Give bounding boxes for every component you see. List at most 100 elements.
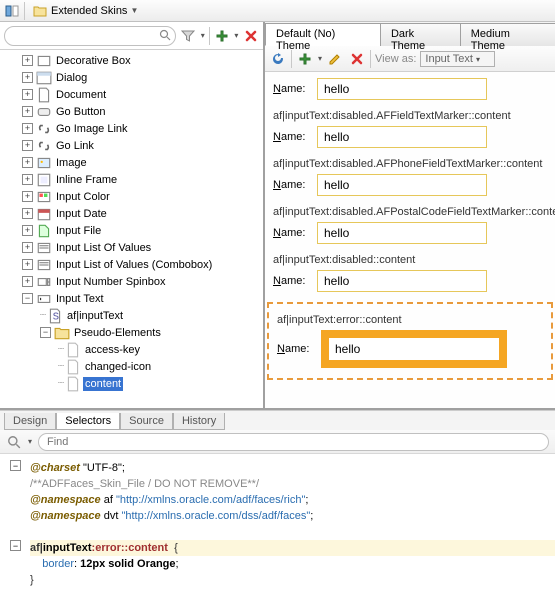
tree-item[interactable]: + Image: [4, 154, 263, 171]
leaf-icon: [65, 377, 81, 391]
leaf-icon: [65, 343, 81, 357]
delete-icon[interactable]: [242, 27, 259, 45]
tree-label: access-key: [83, 343, 142, 357]
delete-icon[interactable]: [348, 50, 366, 68]
expander-icon[interactable]: +: [22, 174, 33, 185]
expander-icon[interactable]: +: [22, 55, 33, 66]
tree-item[interactable]: + Input Color: [4, 188, 263, 205]
tree-item[interactable]: + Dialog: [4, 69, 263, 86]
tree-item[interactable]: +Input List Of Values: [4, 239, 263, 256]
tree-label: Decorative Box: [54, 54, 133, 68]
field-label: Name:: [277, 343, 315, 355]
spin-icon: [36, 275, 52, 289]
add-icon[interactable]: [296, 50, 314, 68]
theme-tabs: Default (No) ThemeDark ThemeMedium Theme: [265, 22, 555, 46]
preview-input[interactable]: [329, 338, 499, 360]
tree-item[interactable]: ┈content: [4, 375, 263, 392]
expander-icon[interactable]: −: [22, 293, 33, 304]
expander-icon[interactable]: +: [22, 89, 33, 100]
theme-tab[interactable]: Default (No) Theme: [265, 23, 381, 46]
editor-tab[interactable]: Source: [120, 413, 173, 430]
tree-label: Dialog: [54, 71, 89, 85]
dialog-icon: [36, 71, 52, 85]
tree-item[interactable]: +Document: [4, 86, 263, 103]
add-icon[interactable]: [214, 27, 231, 45]
fold-icon[interactable]: −: [10, 460, 21, 471]
field-label: Name:: [273, 131, 311, 143]
preview-input[interactable]: [317, 78, 487, 100]
expander-icon[interactable]: +: [22, 242, 33, 253]
edit-icon[interactable]: [326, 50, 344, 68]
list-icon: [36, 241, 52, 255]
tree-item[interactable]: + Go Button: [4, 103, 263, 120]
breadcrumb-label: Extended Skins: [51, 5, 127, 17]
tree-item[interactable]: ┈saf|inputText: [4, 307, 263, 324]
tree-label: Image: [54, 156, 89, 170]
tree-label: Input Color: [54, 190, 112, 204]
preview-input[interactable]: [317, 126, 487, 148]
preview-input[interactable]: [317, 222, 487, 244]
editor-tab[interactable]: Selectors: [56, 413, 120, 430]
folder-icon: [32, 3, 48, 19]
theme-tab[interactable]: Dark Theme: [380, 23, 461, 46]
refresh-icon[interactable]: [269, 50, 287, 68]
tree-item[interactable]: + Decorative Box: [4, 52, 263, 69]
tree-item[interactable]: + Input Date: [4, 205, 263, 222]
color-icon: [36, 190, 52, 204]
preview-input[interactable]: [317, 174, 487, 196]
editor-tab[interactable]: History: [173, 413, 225, 430]
tree-item[interactable]: +Input Number Spinbox: [4, 273, 263, 290]
tree-item[interactable]: ┈changed-icon: [4, 358, 263, 375]
expander-icon[interactable]: +: [22, 72, 33, 83]
svg-text:s: s: [53, 308, 59, 322]
viewas-select[interactable]: Input Text ▾: [420, 51, 495, 67]
chevron-down-icon[interactable]: ▾: [234, 31, 238, 40]
preview-input[interactable]: [317, 270, 487, 292]
expander-icon[interactable]: +: [22, 106, 33, 117]
expander-icon[interactable]: +: [22, 123, 33, 134]
tree-label: af|inputText: [65, 309, 125, 323]
tree-label: Inline Frame: [54, 173, 119, 187]
tree-label: Pseudo-Elements: [72, 326, 163, 340]
tree-item[interactable]: +Go Image Link: [4, 120, 263, 137]
tree-item[interactable]: + Inline Frame: [4, 171, 263, 188]
viewas-label: View as:: [375, 53, 416, 65]
filter-icon[interactable]: [180, 27, 197, 45]
expander-icon[interactable]: +: [22, 225, 33, 236]
tree-label: changed-icon: [83, 360, 153, 374]
editor-tab[interactable]: Design: [4, 413, 56, 430]
search-input[interactable]: [4, 26, 176, 46]
tree-item[interactable]: +Input File: [4, 222, 263, 239]
tree-item[interactable]: +Input List of Values (Combobox): [4, 256, 263, 273]
chevron-down-icon[interactable]: ▾: [28, 437, 32, 446]
expander-icon[interactable]: +: [22, 191, 33, 202]
link-icon: [36, 139, 52, 153]
theme-tab[interactable]: Medium Theme: [460, 23, 555, 46]
expander-icon[interactable]: −: [40, 327, 51, 338]
panel-toggle-icon[interactable]: [4, 3, 20, 19]
expander-icon[interactable]: +: [22, 208, 33, 219]
selector-label: af|inputText:error::content: [277, 314, 543, 326]
tree-label: Go Link: [54, 139, 96, 153]
code-editor[interactable]: − @charset "UTF-8"; /**ADFFaces_Skin_Fil…: [0, 454, 555, 598]
fold-icon[interactable]: −: [10, 540, 21, 551]
expander-icon[interactable]: +: [22, 140, 33, 151]
component-tree[interactable]: +Decorative Box+Dialog+Document+Go Butto…: [0, 50, 263, 408]
breadcrumb-extended-skins[interactable]: Extended Skins ▼: [29, 1, 145, 21]
tree-label: Go Button: [54, 105, 108, 119]
tree-item[interactable]: + Go Link: [4, 137, 263, 154]
expander-icon[interactable]: +: [22, 157, 33, 168]
selector-label: af|inputText:disabled.AFFieldTextMarker:…: [273, 110, 547, 122]
expander-icon[interactable]: +: [22, 259, 33, 270]
text-icon: [36, 292, 52, 306]
tree-item[interactable]: − Input Text: [4, 290, 263, 307]
chevron-down-icon[interactable]: ▾: [201, 31, 205, 40]
expander-icon[interactable]: +: [22, 276, 33, 287]
tree-label: Input Text: [54, 292, 106, 306]
tree-item[interactable]: ┈access-key: [4, 341, 263, 358]
tree-label: Input Date: [54, 207, 109, 221]
date-icon: [36, 207, 52, 221]
find-input[interactable]: [38, 433, 549, 451]
tree-item[interactable]: − Pseudo-Elements: [4, 324, 263, 341]
chevron-down-icon[interactable]: ▾: [318, 54, 322, 63]
